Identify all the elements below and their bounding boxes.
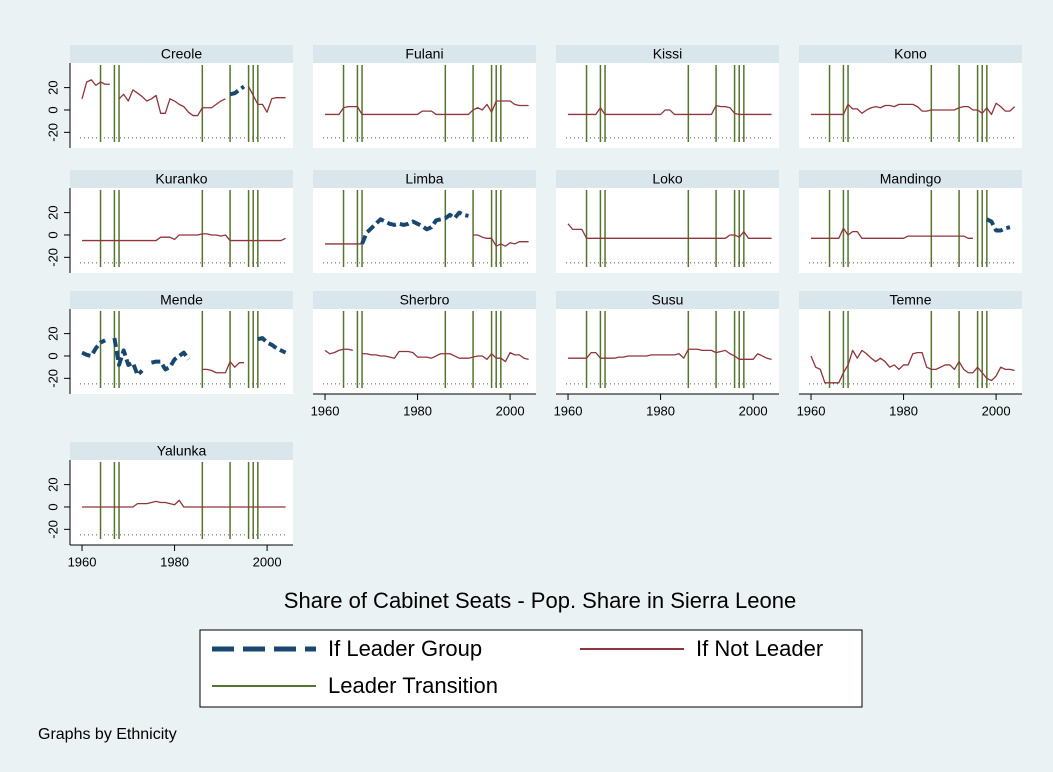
- panel-header: [799, 291, 1022, 309]
- panel-header: [556, 45, 779, 63]
- panel-title: Temne: [889, 292, 931, 308]
- y-tick-label: -20: [45, 248, 60, 267]
- plot-area: [313, 63, 536, 148]
- legend-label: Leader Transition: [328, 673, 498, 698]
- not-leader-line: [325, 234, 529, 247]
- plot-area: [313, 309, 536, 394]
- y-tick-label: 0: [45, 352, 60, 359]
- x-tick-label: 1960: [68, 554, 97, 569]
- plot-area: [70, 309, 293, 394]
- x-tick-label: 1960: [797, 403, 826, 418]
- plot-area: [799, 188, 1022, 273]
- not-leader-line: [567, 223, 772, 239]
- leader-line: [229, 84, 246, 97]
- panel-header: [70, 291, 293, 309]
- x-tick-label: 2000: [253, 554, 282, 569]
- panel-title: Yalunka: [157, 443, 207, 459]
- legend-box: [199, 629, 863, 708]
- plot-area: [799, 63, 1022, 148]
- leader-line: [985, 217, 1011, 233]
- not-leader-line: [811, 102, 1016, 116]
- x-tick-label: 2000: [982, 403, 1011, 418]
- y-tick-label: 20: [45, 205, 60, 219]
- note: Graphs by Ethnicity: [38, 726, 177, 743]
- x-tick-label: 1980: [403, 403, 432, 418]
- leader-line: [81, 336, 287, 377]
- y-tick-label: 0: [45, 106, 60, 113]
- not-leader-line: [202, 360, 244, 374]
- panel-title: Kono: [894, 46, 927, 62]
- panel-title: Mandingo: [880, 171, 942, 187]
- plot-area: [70, 188, 293, 273]
- plot-area: [556, 309, 779, 394]
- not-leader-line: [811, 227, 973, 239]
- panel-title: Fulani: [405, 46, 443, 62]
- legend-label: If Leader Group: [328, 636, 482, 661]
- y-tick-label: 20: [45, 477, 60, 491]
- not-leader-line: [325, 100, 529, 116]
- plot-area: [556, 188, 779, 273]
- not-leader-line: [568, 348, 772, 360]
- legend-label: If Not Leader: [696, 636, 823, 661]
- panel-header: [799, 45, 1022, 63]
- leader-line: [360, 210, 469, 245]
- x-tick-label: 2000: [496, 403, 525, 418]
- y-tick-label: -20: [45, 123, 60, 142]
- panel-header: [556, 291, 779, 309]
- chart-title: Share of Cabinet Seats - Pop. Share in S…: [284, 588, 796, 613]
- x-tick-label: 2000: [739, 403, 768, 418]
- y-tick-label: -20: [45, 520, 60, 539]
- not-leader-line: [82, 499, 286, 508]
- panel-title: Loko: [652, 171, 683, 187]
- panel-header: [70, 45, 293, 63]
- x-tick-label: 1980: [160, 554, 189, 569]
- panel-header: [556, 170, 779, 188]
- not-leader-line: [810, 349, 1015, 384]
- panel-header: [799, 170, 1022, 188]
- not-leader-line: [324, 348, 529, 363]
- x-tick-label: 1960: [311, 403, 340, 418]
- x-tick-label: 1960: [554, 403, 583, 418]
- not-leader-line: [81, 79, 286, 117]
- panel-title: Creole: [161, 46, 202, 62]
- panel-header: [313, 170, 536, 188]
- y-tick-label: 20: [45, 326, 60, 340]
- y-tick-label: 20: [45, 80, 60, 94]
- panel-title: Mende: [160, 292, 203, 308]
- plot-area: [799, 309, 1022, 394]
- y-tick-label: 0: [45, 231, 60, 238]
- panel-header: [313, 45, 536, 63]
- panel-title: Kuranko: [155, 171, 207, 187]
- y-tick-label: 0: [45, 503, 60, 510]
- x-tick-label: 1980: [889, 403, 918, 418]
- not-leader-line: [82, 233, 286, 242]
- y-tick-label: -20: [45, 369, 60, 388]
- panel-title: Sherbro: [400, 292, 450, 308]
- panel-title: Limba: [405, 171, 443, 187]
- plot-area: [313, 188, 536, 273]
- not-leader-line: [568, 104, 772, 116]
- panel-header: [70, 442, 293, 460]
- panel-title: Kissi: [653, 46, 683, 62]
- plot-area: [556, 63, 779, 148]
- x-tick-label: 1980: [646, 403, 675, 418]
- panel-header: [313, 291, 536, 309]
- panel-header: [70, 170, 293, 188]
- panel-title: Susu: [652, 292, 684, 308]
